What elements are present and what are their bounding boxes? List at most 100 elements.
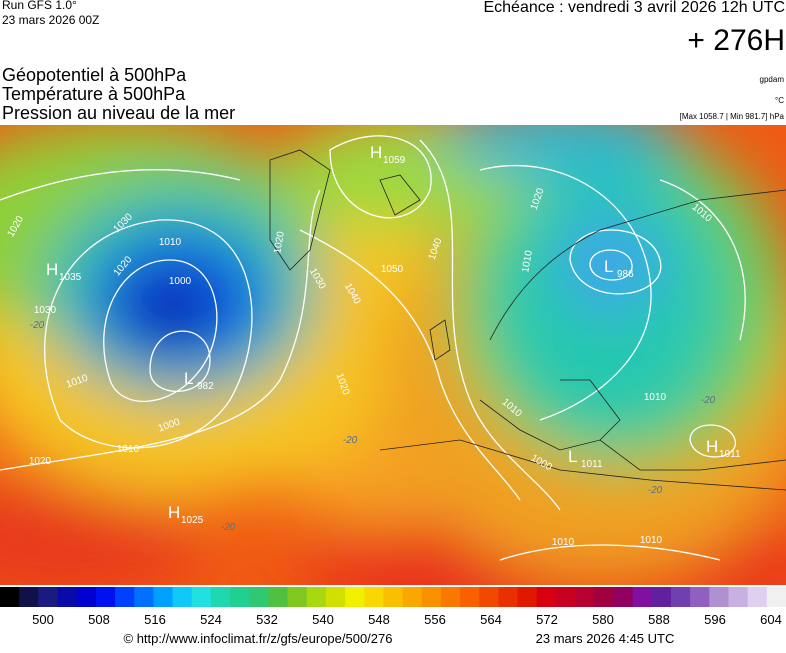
title: Géopotentiel à 500hPa [2,65,187,85]
colorbar-cell [57,587,78,607]
colorbar-cell [766,587,786,607]
isobar-label: 1000 [169,276,192,287]
center-letter: H [370,143,382,162]
colorbar-cell [345,587,365,607]
colorbar-label: 540 [312,612,334,627]
center-letter: H [46,260,58,279]
isobar-label: 1020 [29,456,52,467]
colorbar-cell [268,587,289,607]
colorbar-cell [306,587,327,607]
run: Run GFS 1.0° [2,0,77,12]
unit: °C [775,96,784,105]
isobar-label: 1010 [552,537,575,548]
colorbar-cell [536,587,557,607]
colorbar-cell [479,587,499,607]
colorbar-cell [172,587,193,607]
temperature-label: -20 [30,320,45,331]
center-value: 1035 [59,272,82,283]
colorbar-cell [325,587,346,607]
coastlines [269,149,786,491]
colorbar-cell [38,587,59,607]
map [0,125,786,585]
colorbar-label: 516 [144,612,166,627]
colorbar-cell [460,587,480,607]
colorbar-label: 588 [648,612,670,627]
colorbar-cell [517,587,538,607]
valid-time: Echéance : vendredi 3 avril 2026 12h UTC [483,0,785,16]
colorbar-cell [191,587,212,607]
colorbar-cell [632,587,653,607]
temperature-label: -20 [701,395,716,406]
source: © http://www.infoclimat.fr/z/gfs/europe/… [124,631,393,646]
colorbar-cell [210,587,231,607]
colorbar-label: 604 [760,612,782,627]
run-date: 23 mars 2026 00Z [2,13,99,27]
colorbar-label: 508 [88,612,110,627]
center-value: 1025 [181,515,204,526]
center-letter: H [706,437,718,456]
colorbar-label: 524 [200,612,222,627]
colorbar-cell [134,587,154,607]
isobar-label: 1010 [520,249,535,273]
isobar-label: 1010 [117,444,140,455]
temperature-label: -20 [343,435,358,446]
colorbar-cell [383,587,404,607]
colorbar-cell [575,587,595,607]
center-value: 1059 [383,155,406,166]
isobar-label: 1030 [34,305,57,316]
center-letter: H [168,503,180,522]
temperature-label: -20 [648,485,663,496]
colorbar-cell [709,587,729,607]
colorbar-cell [555,587,576,607]
colorbar-cell [421,587,442,607]
colorbar-label: 500 [32,612,54,627]
colorbar-label: 596 [704,612,726,627]
isobar-label: 1010 [159,237,182,248]
colorbar-cell [115,587,135,607]
colorbar-cell [670,587,691,607]
temperature-label: -20 [221,522,236,533]
colorbar-cell [613,587,634,607]
center-value: 986 [617,269,634,280]
colorbar-cell [747,587,768,607]
colorbar-cell [594,587,614,607]
center-letter: L [604,257,613,276]
isobar-label: 1010 [644,392,667,403]
colorbar-cell [651,587,672,607]
colorbar [0,587,786,607]
center-value: 1011 [719,449,741,460]
title: Température à 500hPa [2,84,186,104]
isobar-label: 1020 [272,230,287,254]
colorbar-cell [230,587,250,607]
center-value: 982 [197,381,214,392]
lead-time: + 276H [687,24,785,57]
colorbar-cell [0,587,20,607]
colorbar-cell [76,587,97,607]
colorbar-label: 532 [256,612,278,627]
colorbar-cell [440,587,461,607]
colorbar-cell [249,587,269,607]
colorbar-cell [95,587,116,607]
center-letter: L [184,369,193,388]
colorbar-cell [19,587,39,607]
colorbar-label: 564 [480,612,502,627]
title: Pression au niveau de la mer [2,103,235,123]
pressure-range: [Max 1058.7 | Min 981.7] hPa [680,112,785,121]
isobar-label: 1050 [381,264,404,275]
colorbar-cell [287,587,308,607]
center-value: 1011 [581,459,603,470]
center-letter: L [568,447,577,466]
colorbar-label: 572 [536,612,558,627]
unit: gpdam [760,75,785,84]
colorbar-label: 556 [424,612,446,627]
colorbar-cell [498,587,519,607]
colorbar-label: 580 [592,612,614,627]
generated: 23 mars 2026 4:45 UTC [536,631,675,646]
isobars [0,135,746,561]
colorbar-cell [364,587,384,607]
colorbar-cell [690,587,710,607]
colorbar-cell [728,587,749,607]
isobar-label: 1010 [640,535,663,546]
colorbar-cell [153,587,174,607]
